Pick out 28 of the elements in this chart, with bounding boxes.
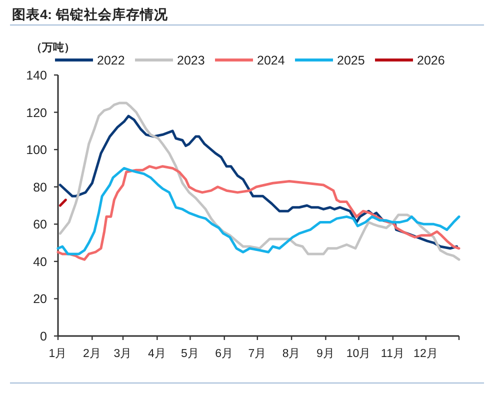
x-tick-label: 9月 xyxy=(316,347,335,360)
legend-label: 2022 xyxy=(97,54,125,68)
y-axis-title: （万吨） xyxy=(31,41,75,54)
y-tick-label: 80 xyxy=(33,180,48,194)
y-tick-label: 60 xyxy=(33,218,48,232)
line-series xyxy=(58,102,460,261)
y-tick-label: 100 xyxy=(26,143,48,158)
x-tick-label: 4月 xyxy=(148,347,166,360)
y-tick-label: 120 xyxy=(26,106,48,120)
y-tick-label: 20 xyxy=(33,292,48,306)
x-tick-label: 8月 xyxy=(282,347,301,360)
x-tick-label: 10月 xyxy=(346,347,372,360)
x-tick-label: 6月 xyxy=(215,347,234,360)
legend-label: 2026 xyxy=(417,54,445,68)
y-tick-label: 140 xyxy=(26,68,48,82)
y-tick-label: 40 xyxy=(33,254,48,269)
legend-label: 2023 xyxy=(177,54,205,68)
x-tick-label: 12月 xyxy=(414,347,438,360)
x-tick-label: 1月 xyxy=(48,347,68,360)
legend-label: 2025 xyxy=(337,54,365,68)
y-tick-label: 0 xyxy=(40,330,48,344)
x-tick-label: 11月 xyxy=(380,347,405,360)
legend-label: 2024 xyxy=(257,54,285,68)
chart-title: 图表4: 铝锭社会库存情况 xyxy=(12,6,169,22)
x-tick-label: 7月 xyxy=(248,347,267,360)
x-tick-label: 5月 xyxy=(180,347,200,360)
x-tick-label: 3月 xyxy=(114,347,132,360)
x-tick-label: 2月 xyxy=(82,347,102,360)
